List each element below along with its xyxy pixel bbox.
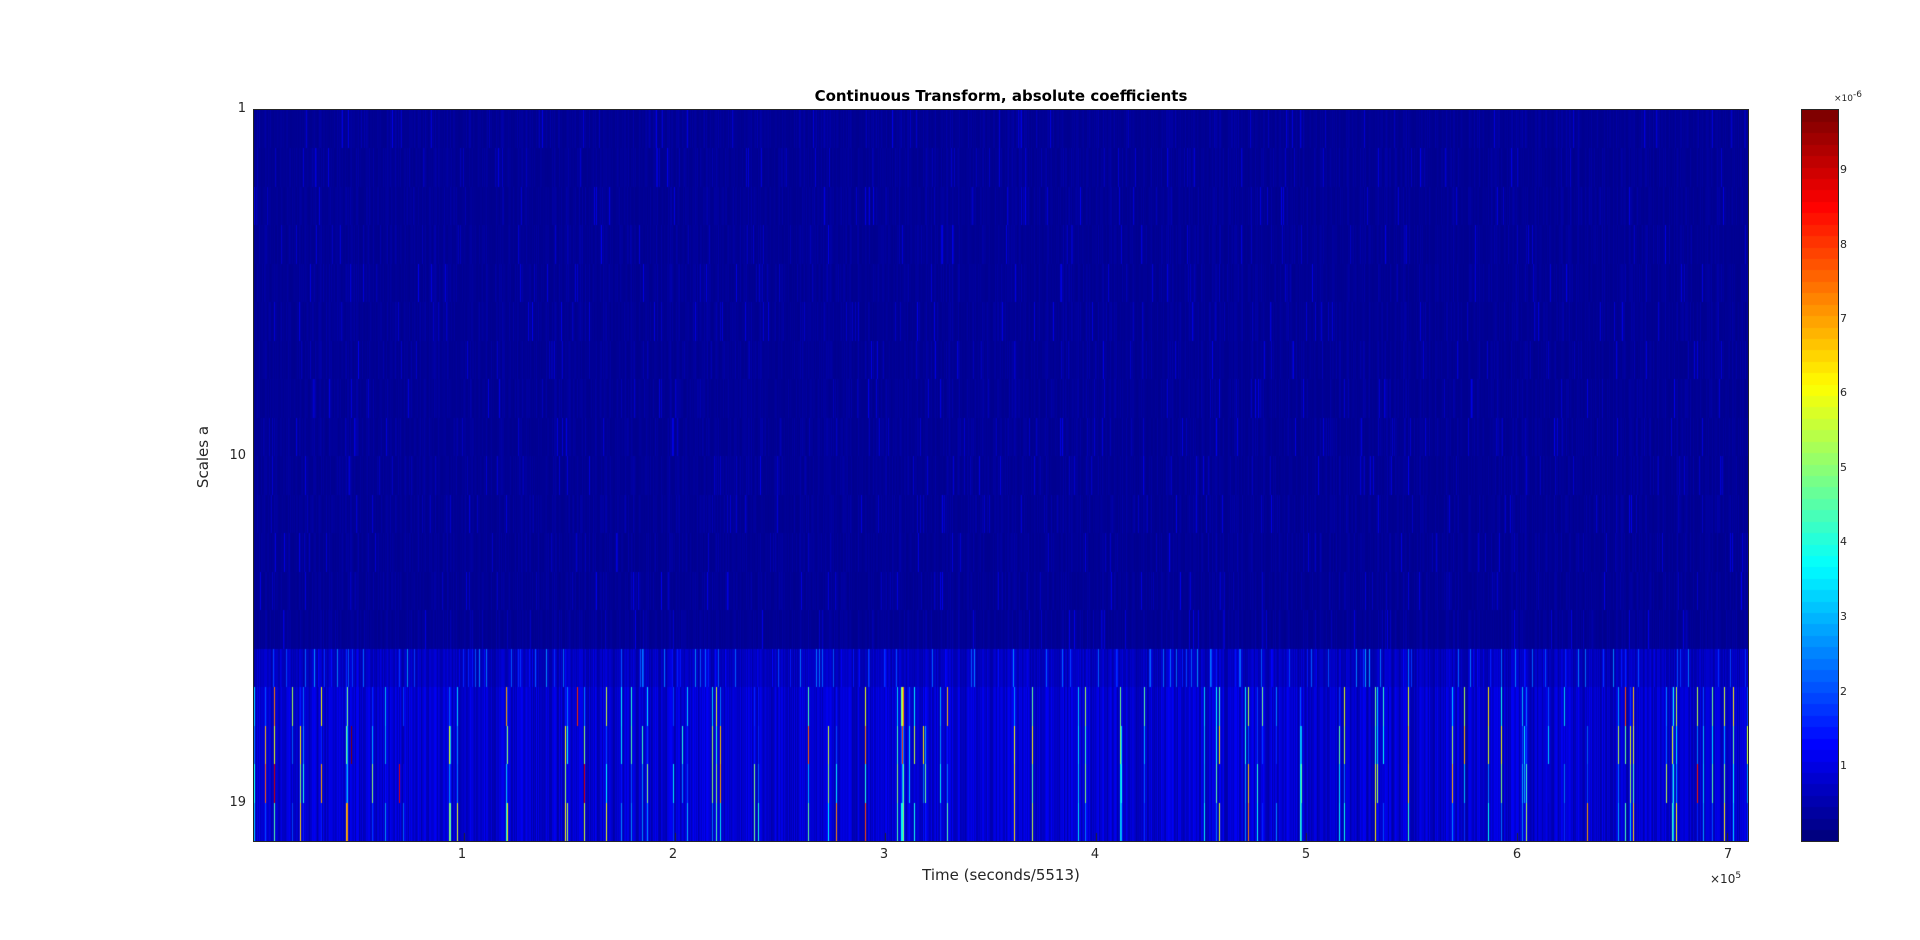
y-tick-label: 10 xyxy=(229,448,246,463)
colorbar-tick-label: 7 xyxy=(1840,312,1847,325)
x-tick-label: 6 xyxy=(1512,847,1522,862)
x-axis-label: Time (seconds/5513) xyxy=(922,866,1080,884)
x-tick-label: 1 xyxy=(457,847,467,862)
colorbar-tick-label: 2 xyxy=(1840,685,1847,698)
heatmap-plot xyxy=(253,109,1749,842)
colorbar-tick-label: 5 xyxy=(1840,461,1847,474)
colorbar-tick-label: 6 xyxy=(1840,386,1847,399)
colorbar-exponent: ×10-6 xyxy=(1834,90,1862,104)
chart-title: Continuous Transform, absolute coefficie… xyxy=(814,87,1188,105)
x-tick-label: 4 xyxy=(1090,847,1100,862)
colorbar-tick-label: 1 xyxy=(1840,759,1847,772)
colorbar-tick-label: 4 xyxy=(1840,535,1847,548)
colorbar-tick-label: 3 xyxy=(1840,610,1847,623)
x-tick-label: 7 xyxy=(1723,847,1733,862)
x-axis-exponent: ×105 xyxy=(1710,871,1742,886)
colorbar-tick-label: 8 xyxy=(1840,238,1847,251)
y-tick-label: 19 xyxy=(229,795,246,810)
x-tick-label: 5 xyxy=(1301,847,1311,862)
colorbar xyxy=(1801,109,1839,842)
y-tick-label: 1 xyxy=(237,101,246,116)
x-tick-label: 2 xyxy=(668,847,678,862)
colorbar-tick-label: 9 xyxy=(1840,163,1847,176)
x-tick-label: 3 xyxy=(879,847,889,862)
